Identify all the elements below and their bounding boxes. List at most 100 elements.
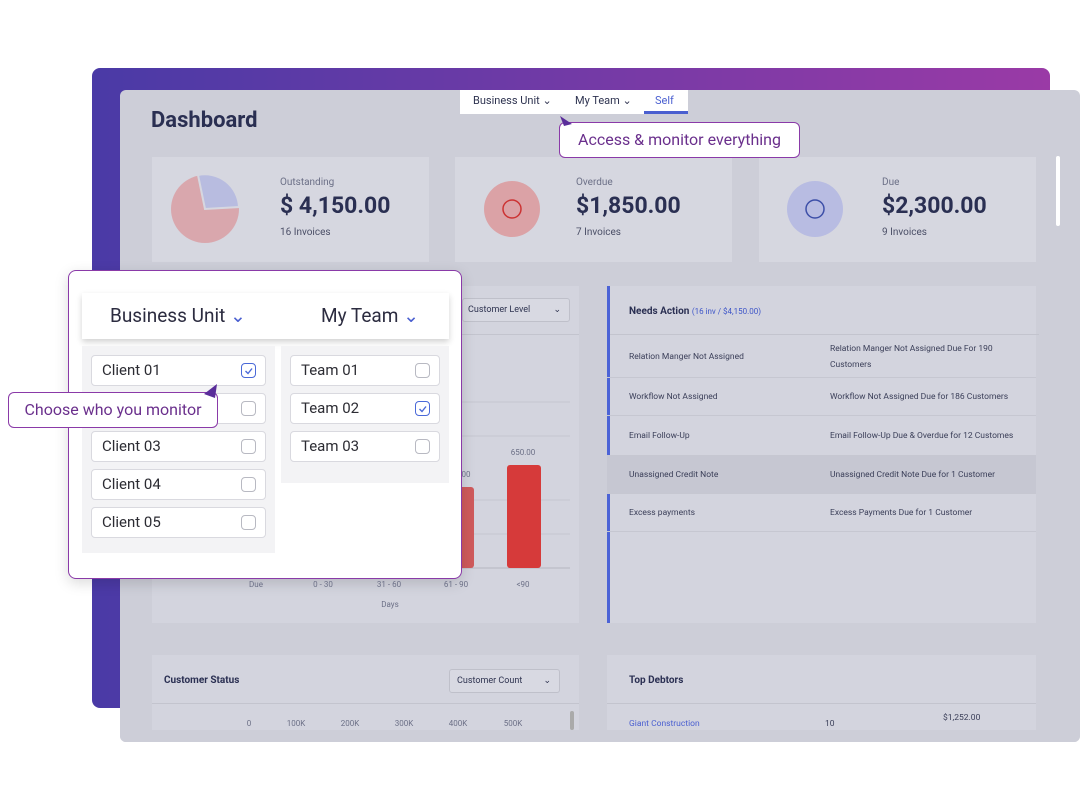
icon-glyph	[805, 199, 825, 219]
tab[interactable]: My Team ⌄	[575, 94, 632, 107]
chevron: ⌄	[543, 676, 551, 686]
item-label: Client 04	[102, 475, 161, 493]
tab-active[interactable]: Self	[644, 90, 688, 114]
divider	[152, 703, 579, 704]
scrollbar	[570, 711, 574, 730]
check	[419, 405, 427, 413]
tab[interactable]: Business Unit ⌄	[473, 94, 552, 107]
list-item[interactable]: Client 05	[91, 507, 266, 538]
list-item[interactable]: Client 01	[91, 355, 266, 386]
row-label: Email Follow-Up	[629, 431, 690, 441]
title-text: Needs Action	[629, 306, 690, 317]
list-item[interactable]: Client 04	[91, 469, 266, 500]
callout: Access & monitor everything	[559, 122, 800, 158]
chevron: ⌄	[553, 305, 561, 315]
table-row: Workflow Not Assigned Workflow Not Assign…	[607, 378, 1036, 416]
checkbox[interactable]	[415, 362, 430, 378]
checkbox[interactable]	[241, 400, 256, 416]
x-tick-label: 100K	[286, 719, 306, 728]
checkbox[interactable]	[241, 514, 256, 530]
x-tick-label: 500K	[503, 719, 523, 728]
summary: (16 inv / $4,150.00)	[691, 307, 761, 316]
x-tick-label: 300K	[394, 719, 414, 728]
title: Dashboard	[151, 108, 258, 133]
item-label: Team 03	[301, 437, 360, 455]
card-sub: 7 Invoices	[576, 227, 621, 238]
overdue-icon	[484, 181, 540, 237]
customer-status-panel: Customer Status Customer Count ⌄ 0 100K 200…	[152, 655, 579, 730]
row-detail: Email Follow-Up Due & Overdue for 12 Cus…	[830, 431, 1014, 441]
x-tick-label: 0	[246, 719, 252, 728]
item-label: Team 02	[301, 399, 360, 417]
bar-label: 00	[461, 470, 471, 479]
dropdown[interactable]: Customer Count ⌄	[449, 669, 560, 693]
checkbox[interactable]	[415, 438, 430, 454]
check	[245, 367, 253, 375]
row-detail: Relation Manger Not Assigned Due For 190…	[830, 343, 993, 370]
filter-label: Business Unit	[110, 304, 226, 327]
table-row: Relation Manger Not Assigned Relation Man…	[607, 335, 1036, 378]
item-label: Client 05	[102, 513, 161, 531]
filter[interactable]: My Team ⌄	[321, 293, 419, 339]
panel-bottom	[120, 730, 1080, 742]
item-label: Team 01	[301, 361, 360, 379]
chevron: ⌄	[403, 304, 420, 327]
divider	[607, 703, 1036, 704]
list-item[interactable]: Team 01	[290, 355, 440, 386]
row-label: Workflow Not Assigned	[629, 392, 718, 402]
chevron: ⌄	[230, 304, 246, 327]
row-detail: Workflow Not Assigned Due for 186 Custom…	[830, 392, 1009, 402]
table-row: Unassigned Credit Note Unassigned Credit …	[607, 456, 1036, 494]
list-item[interactable]: Team 03	[290, 431, 440, 462]
tab-bar: Business Unit ⌄ My Team ⌄ Self	[460, 90, 688, 114]
team-list: Team 01 Team 02 Team 03	[281, 346, 449, 483]
x-tick-label: Due	[249, 580, 263, 589]
list-item[interactable]: Client 03	[91, 431, 266, 462]
callout: Choose who you monitor	[8, 392, 218, 428]
dropdown[interactable]: Customer Level ⌄	[462, 298, 570, 322]
row-label: Unassigned Credit Note	[629, 470, 719, 480]
panel-title: Customer Status	[164, 675, 240, 686]
card-label: Overdue	[576, 177, 613, 188]
bar-label: 650.00	[510, 448, 536, 457]
card-label: Outstanding	[280, 177, 335, 188]
top-debtors-panel: Top Debtors Giant Construction 10 $1,252.0…	[607, 655, 1036, 730]
card-label: Due	[882, 177, 900, 188]
x-tick-label: 200K	[340, 719, 360, 728]
card-sub: 16 Invoices	[280, 227, 331, 238]
card-sub: 9 Invoices	[882, 227, 927, 238]
card-amount: $2,300.00	[882, 192, 987, 219]
debtor-amount: $1,252.00	[943, 713, 981, 723]
icon-glyph	[502, 199, 522, 219]
item-label: Client 03	[102, 437, 161, 455]
card-amount: $1,850.00	[576, 192, 681, 219]
checkbox[interactable]	[415, 400, 430, 416]
checkbox[interactable]	[241, 476, 256, 492]
popup-header: Business Unit ⌄ My Team ⌄	[82, 293, 449, 339]
table-row: Excess payments Excess Payments Due for 1…	[607, 494, 1036, 532]
filter-label: My Team	[321, 304, 399, 327]
x-tick-label: 31 - 60	[376, 580, 402, 589]
item-label: Client 01	[102, 361, 161, 379]
checkbox[interactable]	[241, 362, 256, 378]
row-detail: Unassigned Credit Note Due for 1 Custome…	[830, 470, 995, 480]
row-label: Relation Manger Not Assigned	[629, 351, 744, 362]
axis-label: Days	[381, 600, 399, 609]
panel-title: Top Debtors	[629, 675, 684, 686]
panel-title: Needs Action (16 inv / $4,150.00)	[629, 306, 761, 317]
debtor-count: 10	[825, 719, 835, 729]
divider	[610, 334, 1039, 335]
pie-slice	[196, 173, 241, 211]
x-tick-label: 61 - 90	[443, 580, 469, 589]
debtor-name[interactable]: Giant Construction	[629, 719, 700, 729]
tab-label: Business Unit	[473, 94, 540, 107]
filter[interactable]: Business Unit ⌄	[110, 293, 246, 339]
tab-label: My Team	[575, 94, 620, 107]
x-tick-label: <90	[516, 580, 530, 589]
list-item[interactable]: Team 02	[290, 393, 440, 424]
row-label: Excess payments	[629, 508, 695, 518]
checkbox[interactable]	[241, 438, 256, 454]
